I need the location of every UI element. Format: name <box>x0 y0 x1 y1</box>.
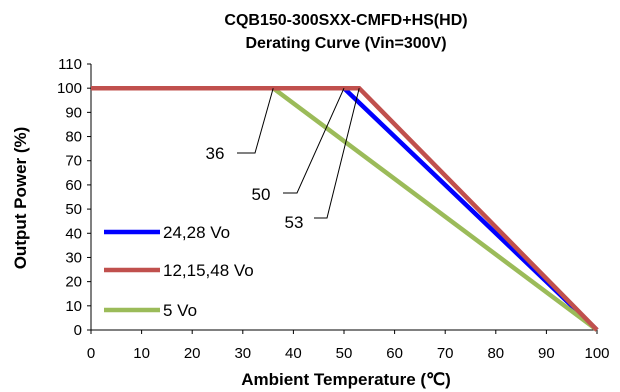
y-tick-label: 110 <box>58 56 82 73</box>
y-tick-label: 20 <box>65 274 82 291</box>
legend-label-1: 12,15,48 Vo <box>163 261 254 280</box>
x-tick-label: 30 <box>234 345 251 362</box>
x-tick-label: 40 <box>285 345 302 362</box>
annotation-leader-36 <box>237 88 274 154</box>
y-tick-label: 0 <box>74 322 82 339</box>
series-line-0 <box>91 85 599 332</box>
annotation-label-53: 53 <box>285 213 304 232</box>
annotation-layer: 36 50 53 <box>206 87 360 232</box>
series-layer <box>91 85 599 332</box>
series-line-1 <box>91 85 599 332</box>
y-tick-label: 70 <box>65 153 82 170</box>
annotation-leader-53 <box>314 88 360 219</box>
x-tick-label: 50 <box>336 345 353 362</box>
x-tick-label: 80 <box>487 345 504 362</box>
annotation-label-50: 50 <box>252 185 271 204</box>
x-axis-title: Ambient Temperature (℃) <box>241 370 451 389</box>
annotation-leader-50 <box>283 87 345 194</box>
x-tick-label: 20 <box>184 345 201 362</box>
y-tick-label: 60 <box>65 177 82 194</box>
y-tick-label: 90 <box>65 104 82 121</box>
legend-label-0: 24,28 Vo <box>163 223 230 242</box>
axes: 0 10 20 30 40 50 60 70 80 90 100 0 10 20 30 40 50 60 70 80 9… <box>57 56 610 362</box>
annotation-label-36: 36 <box>206 144 225 163</box>
chart-subtitle: Derating Curve (Vin=300V) <box>245 35 446 52</box>
legend-label-2: 5 Vo <box>163 301 197 320</box>
y-tick-label: 40 <box>65 225 82 242</box>
x-tick-label: 70 <box>437 345 454 362</box>
x-tick-label: 10 <box>133 345 150 362</box>
y-tick-label: 80 <box>65 129 82 146</box>
y-axis-title: Output Power (%) <box>11 127 30 270</box>
chart-title: CQB150-300SXX-CMFD+HS(HD) <box>224 12 467 29</box>
x-tick-label: 100 <box>584 345 609 362</box>
x-tick-label: 0 <box>87 345 95 362</box>
x-tick-label: 90 <box>538 345 555 362</box>
y-tick-label: 100 <box>57 80 82 97</box>
y-tick-label: 30 <box>65 249 82 266</box>
x-tick-label: 60 <box>386 345 403 362</box>
series-line-2 <box>91 85 599 332</box>
y-tick-label: 10 <box>65 298 82 315</box>
y-tick-label: 50 <box>65 201 82 218</box>
legend: 24,28 Vo 12,15,48 Vo 5 Vo <box>104 223 254 320</box>
